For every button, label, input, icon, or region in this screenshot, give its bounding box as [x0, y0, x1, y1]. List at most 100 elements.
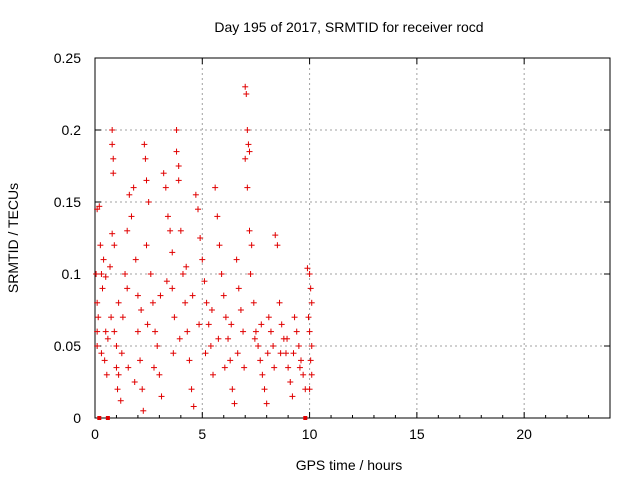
data-point: [95, 314, 102, 321]
data-point: [104, 335, 111, 342]
x-tick-label: 10: [302, 426, 318, 442]
data-point: [163, 278, 170, 285]
data-point: [189, 292, 196, 299]
x-tick-label: 15: [409, 426, 425, 442]
data-point: [197, 235, 204, 241]
y-tick-label: 0: [73, 410, 81, 426]
data-point: [282, 350, 289, 357]
data-point: [207, 343, 214, 349]
data-point: [109, 141, 116, 148]
data-point: [242, 83, 249, 90]
data-point: [115, 299, 122, 306]
data-point: [214, 213, 221, 220]
y-axis-label: SRMTID / TECUs: [5, 183, 21, 293]
data-point: [267, 328, 274, 335]
data-point: [154, 343, 161, 349]
data-point: [225, 335, 232, 342]
data-point: [140, 407, 147, 414]
y-tick-label: 0.2: [62, 122, 82, 138]
data-point: [145, 199, 152, 205]
data-point: [306, 271, 313, 277]
data-point: [132, 256, 139, 263]
data-point: [296, 364, 303, 371]
x-axis: 0 5 10 15 20: [91, 58, 590, 442]
data-point: [220, 292, 227, 299]
data-point: [94, 343, 101, 349]
data-point: [158, 393, 165, 400]
data-point: [270, 343, 277, 349]
data-point: [175, 163, 182, 169]
zero-marker: [303, 416, 308, 420]
data-point: [184, 328, 191, 335]
data-point: [244, 127, 251, 133]
data-point: [210, 371, 217, 378]
data-point: [98, 350, 105, 357]
data-point: [137, 357, 144, 364]
data-point: [175, 177, 182, 184]
data-point: [126, 191, 133, 198]
grid: [95, 58, 610, 418]
data-point: [272, 232, 279, 239]
data-point: [215, 335, 222, 342]
x-axis-label: GPS time / hours: [296, 457, 403, 473]
data-point: [195, 206, 201, 213]
data-point: [147, 271, 154, 277]
zero-marker: [105, 416, 110, 420]
data-point: [242, 155, 249, 162]
data-point: [169, 285, 176, 292]
y-tick-label: 0.05: [54, 338, 81, 354]
data-point: [93, 271, 100, 277]
data-point: [122, 271, 129, 277]
data-point: [115, 371, 122, 378]
zero-marker: [97, 416, 102, 420]
data-point: [173, 127, 180, 133]
data-point: [300, 371, 307, 378]
data-point: [305, 314, 312, 321]
data-point: [176, 335, 183, 342]
data-point: [98, 271, 105, 277]
data-point: [304, 265, 311, 272]
x-tick-label: 5: [198, 426, 206, 442]
data-point: [208, 307, 215, 313]
data-point: [287, 379, 294, 385]
data-point: [248, 242, 255, 249]
data-point: [160, 170, 167, 177]
data-point: [124, 285, 131, 292]
data-point: [227, 357, 234, 364]
data-point: [290, 350, 297, 357]
data-point: [143, 242, 150, 249]
data-point: [111, 242, 118, 249]
data-point: [203, 299, 210, 306]
data-point: [234, 350, 241, 357]
data-point: [177, 227, 184, 234]
data-point: [244, 184, 251, 191]
data-point: [240, 328, 247, 335]
data-point: [171, 314, 178, 321]
data-point: [128, 213, 135, 220]
y-tick-label: 0.1: [62, 266, 82, 282]
data-point: [143, 177, 150, 184]
data-point: [205, 321, 212, 328]
data-point: [109, 127, 116, 133]
data-point: [284, 335, 291, 342]
data-point: [144, 321, 151, 328]
data-point: [138, 307, 145, 313]
data-point: [149, 299, 156, 306]
data-point: [218, 271, 225, 277]
data-point: [295, 343, 302, 349]
data-point: [199, 256, 206, 263]
data-point: [235, 285, 242, 292]
data-point: [117, 397, 124, 404]
chart-title: Day 195 of 2017, SRMTID for receiver roc…: [214, 19, 483, 35]
data-point: [274, 242, 281, 249]
data-point: [162, 184, 169, 191]
data-point: [247, 271, 254, 277]
data-point: [110, 155, 117, 162]
data-point: [108, 314, 115, 321]
data-point: [119, 314, 126, 321]
data-point: [222, 314, 229, 321]
data-point: [142, 155, 149, 162]
data-point: [109, 230, 116, 237]
data-point: [156, 371, 163, 378]
y-tick-label: 0.25: [54, 50, 81, 66]
